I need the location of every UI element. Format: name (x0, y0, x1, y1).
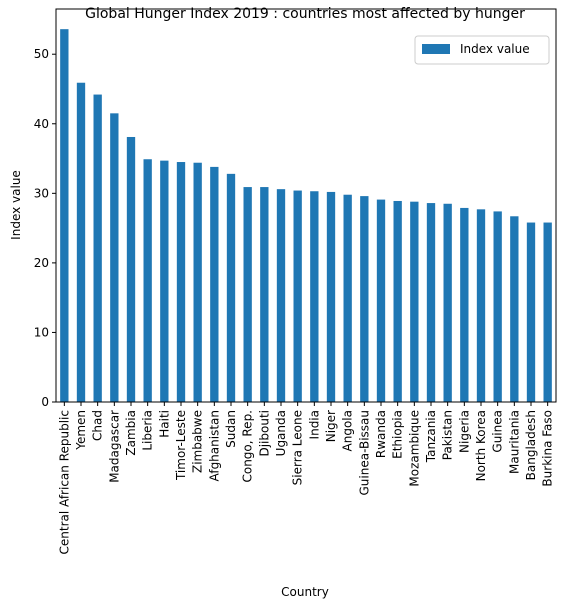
x-tick-label: Central African Republic (57, 410, 71, 554)
x-tick-label: Djibouti (257, 410, 271, 457)
x-tick-label: Sierra Leone (291, 410, 305, 485)
x-tick-label: Timor-Leste (174, 410, 188, 481)
x-tick-label: Zimbabwe (191, 410, 205, 473)
bar-india (310, 191, 319, 402)
x-tick-label: Tanzania (424, 410, 438, 463)
x-tick-label: Mauritania (507, 410, 521, 474)
bar-bangladesh (526, 222, 536, 402)
bar-timor-leste (176, 162, 186, 402)
x-tick-label: Ethiopia (391, 410, 405, 459)
x-tick-label: Pakistan (441, 410, 455, 460)
bar-haiti (160, 160, 169, 402)
bar-zambia (126, 136, 136, 402)
bar-niger (326, 191, 336, 402)
y-tick-label: 20 (34, 256, 49, 270)
bar-north-korea (476, 209, 486, 402)
bar-sudan (226, 173, 236, 402)
x-tick-label: India (307, 410, 321, 439)
x-tick-label: Mozambique (407, 410, 421, 487)
bar-liberia (143, 159, 152, 402)
bar-burkina-faso (543, 222, 552, 402)
bar-central-african-republic (60, 29, 69, 402)
x-tick-label: Burkina Faso (541, 410, 555, 487)
bar-mauritania (510, 216, 519, 402)
x-tick-label: North Korea (474, 410, 488, 481)
y-tick-label: 0 (41, 395, 49, 409)
x-tick-label: Bangladesh (524, 410, 538, 480)
bar-tanzania (426, 203, 436, 402)
bar-zimbabwe (193, 162, 202, 402)
bar-ethiopia (393, 200, 402, 402)
bar-rwanda (376, 199, 386, 402)
y-axis-label: Index value (9, 170, 23, 240)
y-tick-label: 30 (34, 186, 49, 200)
y-axis: 0 10 20 30 40 50 (34, 47, 56, 409)
legend-label: Index value (460, 42, 530, 56)
bar-djibouti (260, 187, 269, 402)
x-tick-label: Zambia (124, 410, 138, 456)
bar-uganda (276, 189, 286, 402)
y-tick-label: 50 (34, 47, 49, 61)
bar-angola (343, 194, 352, 402)
legend-swatch (422, 44, 450, 54)
bar-mozambique (410, 201, 419, 402)
bar-congo-rep (243, 187, 252, 402)
x-tick-label: Niger (324, 410, 338, 442)
x-tick-label: Guinea (491, 410, 505, 453)
x-tick-label: Congo, Rep. (241, 410, 255, 483)
x-tick-label: Yemen (74, 410, 88, 451)
y-tick-label: 40 (34, 117, 49, 131)
legend-box (414, 35, 550, 65)
bar-sierra-leone (293, 190, 302, 402)
x-tick-label: Rwanda (374, 410, 388, 458)
x-tick-label: Angola (341, 410, 355, 451)
bar-pakistan (443, 203, 452, 402)
x-tick-label: Afghanistan (207, 410, 221, 481)
x-tick-label: Uganda (274, 410, 288, 456)
x-tick-label: Sudan (224, 410, 238, 448)
x-axis: Central African Republic Yemen Chad Madagas… (57, 402, 555, 554)
x-tick-label: Liberia (141, 410, 155, 451)
plot-frame (55, 8, 557, 403)
bar-afghanistan (210, 166, 219, 402)
bars-group (60, 29, 552, 403)
x-tick-label: Nigeria (457, 410, 471, 453)
legend: Index value (414, 35, 550, 65)
bar-guinea-bissau (360, 196, 369, 402)
x-tick-label: Haiti (157, 410, 171, 438)
chart-title: Global Hunger Index 2019 : countries mos… (85, 6, 525, 22)
bar-madagascar (110, 113, 119, 403)
x-axis-label: Country (281, 585, 329, 599)
bar-guinea (493, 211, 502, 402)
bar-yemen (76, 82, 86, 403)
y-tick-label: 10 (34, 325, 49, 339)
x-tick-label: Chad (91, 410, 105, 441)
x-tick-label: Madagascar (107, 410, 121, 483)
x-tick-label: Guinea-Bissau (357, 410, 371, 496)
bar-nigeria (460, 207, 469, 402)
bar-chad (93, 94, 102, 402)
